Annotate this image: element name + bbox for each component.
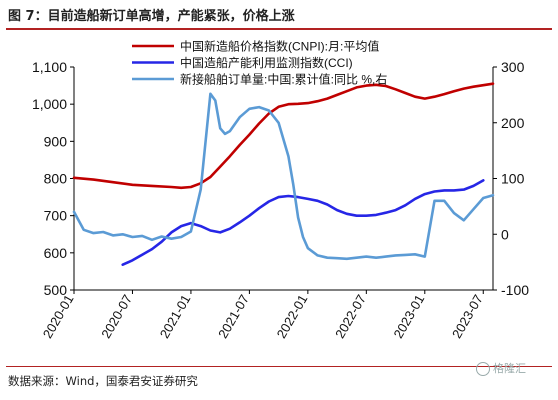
series-line-3 (72, 92, 495, 261)
source-divider (6, 366, 552, 367)
line-chart: 500 600 700 800 900 1,000 1,100 -100 0 100 200 300 2… (32, 39, 529, 341)
source-note: 数据来源：Wind，国泰君安证券研究 (8, 374, 198, 388)
legend-label: 新接船舶订单量:中国:累计值:同比 %,右 (180, 72, 387, 87)
watermark-icon (476, 362, 490, 376)
left-tick-label: 600 (44, 245, 68, 261)
title-divider (6, 28, 552, 30)
page-title: 图 7：目前造船新订单高增，产能紧张，价格上涨 (8, 9, 295, 24)
watermark-text: 格隆汇 (493, 362, 526, 375)
left-tick-label: 900 (44, 133, 68, 149)
x-tick-label: 2022-01 (274, 292, 311, 341)
x-tick-label: 2020-07 (98, 292, 135, 341)
series-line-1 (72, 82, 495, 190)
right-tick-label: 0 (501, 226, 509, 242)
x-tick-label: 2022-07 (332, 292, 369, 341)
left-tick-label: 800 (44, 171, 68, 187)
right-tick-label: -100 (501, 282, 529, 298)
right-tick-label: 100 (501, 171, 525, 187)
legend-label: 中国新造船价格指数(CNPI):月:平均值 (180, 39, 379, 54)
x-tick-label: 2021-01 (157, 292, 194, 341)
x-tick-label: 2020-01 (40, 292, 77, 341)
x-tick-label: 2023-07 (449, 292, 486, 341)
title-bar: 图 7：目前造船新订单高增，产能紧张，价格上涨 (0, 0, 558, 30)
x-tick-label: 2021-07 (215, 292, 252, 341)
right-tick-label: 300 (501, 59, 525, 75)
legend-label: 中国造船产能利用监测指数(CCI) (180, 55, 353, 70)
left-tick-label: 1,100 (32, 59, 67, 75)
left-tick-label: 1,000 (32, 96, 67, 112)
watermark: 格隆汇 (476, 360, 526, 376)
left-tick-label: 700 (44, 208, 68, 224)
right-tick-label: 200 (501, 115, 525, 131)
x-tick-label: 2023-01 (391, 292, 428, 341)
series-line-2 (121, 179, 485, 266)
left-tick-label: 500 (44, 282, 68, 298)
